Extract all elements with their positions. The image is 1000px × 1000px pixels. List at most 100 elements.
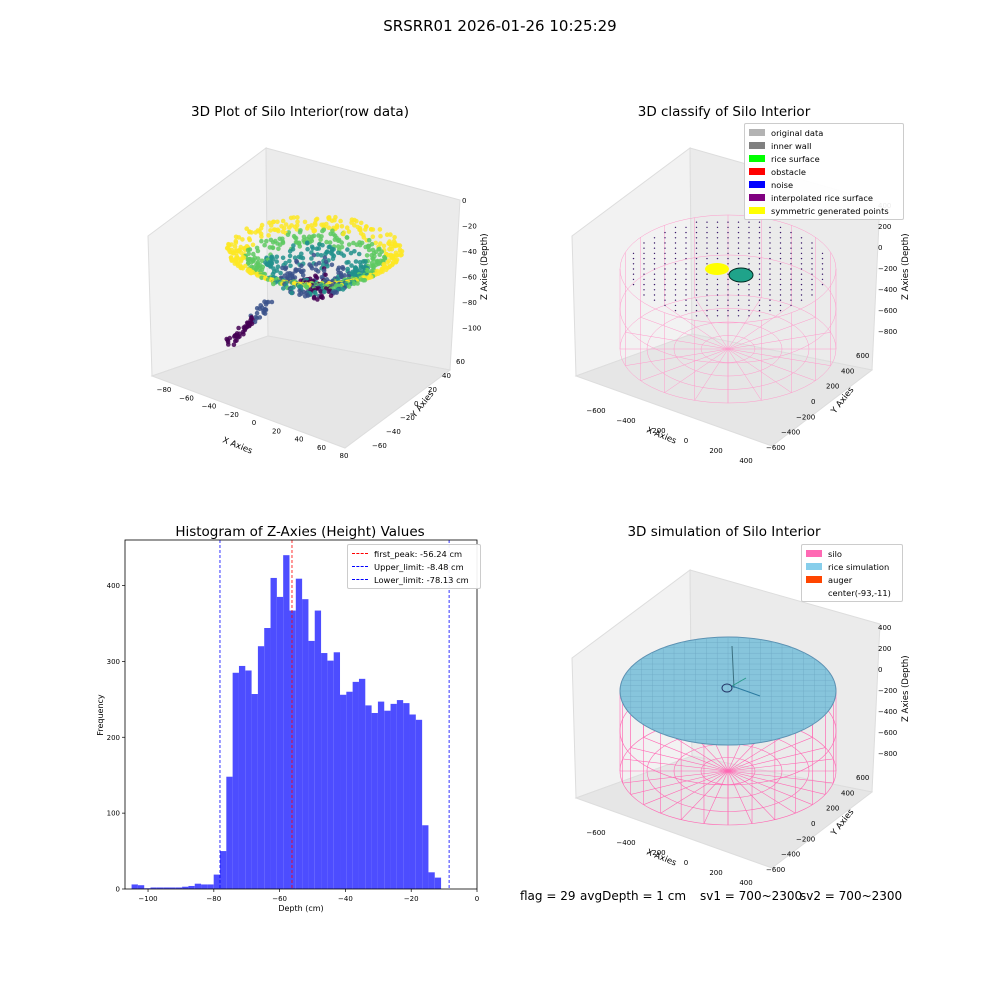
raw-y-tick: −60 <box>372 442 387 450</box>
classify-legend-label: obstacle <box>771 166 806 177</box>
raw-data-point <box>324 239 329 245</box>
raw-data-point <box>366 237 372 243</box>
raw-data-point <box>305 246 310 252</box>
raw-data-point <box>349 263 354 268</box>
interpolated-point <box>674 294 677 296</box>
raw-data-point <box>241 331 246 337</box>
interpolated-point <box>800 257 803 260</box>
histogram-bar <box>422 825 429 889</box>
raw-data-point <box>339 244 345 250</box>
sim-z-tick: 200 <box>878 645 891 653</box>
interpolated-point <box>790 247 792 249</box>
interpolated-point <box>737 304 740 307</box>
interpolated-point <box>811 247 813 249</box>
histogram-bar <box>308 640 315 889</box>
interpolated-point <box>653 252 656 255</box>
interpolated-point <box>758 221 761 223</box>
raw-data-point <box>315 252 320 257</box>
interpolated-point <box>811 263 813 265</box>
interpolated-point <box>811 252 813 255</box>
interpolated-point <box>811 273 813 275</box>
classify-legend-swatch <box>749 181 765 188</box>
interpolated-point <box>737 226 740 229</box>
raw-x-tick: −40 <box>202 403 217 411</box>
interpolated-point <box>779 304 782 307</box>
histogram-y-tick: 200 <box>107 734 120 742</box>
raw-data-point <box>275 219 280 225</box>
interpolated-point <box>737 263 740 265</box>
raw-data-point <box>271 281 276 287</box>
interpolated-point <box>685 309 687 312</box>
interpolated-point <box>758 242 761 244</box>
raw-data-point <box>249 230 254 235</box>
interpolated-point <box>727 226 729 229</box>
raw-data-point <box>232 244 238 249</box>
histogram-bar <box>327 660 334 889</box>
cls-z-tick: 200 <box>878 223 891 231</box>
interpolated-point <box>727 221 729 223</box>
interpolated-point <box>821 268 824 270</box>
raw-data-point <box>392 235 397 240</box>
raw-data-point <box>398 253 404 258</box>
interpolated-point <box>779 268 782 270</box>
raw-data-point <box>231 342 237 347</box>
raw-x-tick: 80 <box>340 452 349 460</box>
interpolated-point <box>779 231 782 234</box>
interpolated-point <box>811 283 813 286</box>
raw-data-point <box>344 225 350 230</box>
classify-legend-swatch <box>749 155 765 162</box>
interpolated-point <box>821 278 824 281</box>
histogram-bar <box>213 874 221 889</box>
raw-data-point <box>329 262 335 268</box>
histogram-bar <box>169 887 176 889</box>
interpolated-point <box>653 294 656 296</box>
histogram-bar <box>340 694 347 889</box>
interpolated-point <box>800 299 803 301</box>
raw-data-point <box>270 245 276 251</box>
interpolated-point <box>716 289 719 291</box>
histogram-bar <box>434 877 442 889</box>
classify-z-axis-label: Z Axies (Depth) <box>901 233 911 300</box>
interpolated-point <box>674 289 677 291</box>
interpolated-point <box>800 247 803 249</box>
sim-y-tick: −400 <box>781 851 800 859</box>
interpolated-point <box>748 304 750 307</box>
sim-x-tick: −600 <box>586 829 605 837</box>
interpolated-point <box>748 252 750 255</box>
raw-data-point <box>315 297 320 302</box>
raw-x-tick: 60 <box>317 444 326 452</box>
interpolated-point <box>695 294 698 296</box>
interpolated-point <box>643 294 645 296</box>
histogram-bar <box>257 646 265 889</box>
histogram-bar <box>390 703 397 889</box>
interpolated-point <box>758 283 761 286</box>
interpolated-point <box>643 283 645 286</box>
cls-x-tick: −200 <box>646 427 665 435</box>
raw-data-point <box>351 240 356 246</box>
interpolated-point <box>674 273 677 275</box>
interpolated-point <box>716 237 719 239</box>
raw-data-point <box>323 251 328 257</box>
interpolated-point <box>632 278 635 281</box>
interpolated-point <box>737 231 740 234</box>
interpolated-point <box>716 226 719 229</box>
raw-data-point <box>240 266 246 271</box>
raw-data-point <box>397 243 403 248</box>
raw-data-point <box>336 238 341 244</box>
histogram-bar <box>371 712 378 889</box>
raw-data-point <box>304 241 310 246</box>
interpolated-point <box>716 309 719 312</box>
raw-data-point <box>392 243 398 249</box>
cls-z-tick: 0 <box>878 244 882 252</box>
raw-data-point <box>280 218 286 224</box>
histogram-x-tick: −80 <box>206 895 221 903</box>
interpolated-point <box>685 231 687 234</box>
raw-y-tick: 60 <box>456 358 465 366</box>
cls-z-tick: −200 <box>878 265 897 273</box>
interpolated-point <box>727 237 729 239</box>
raw-data-point <box>229 258 235 263</box>
interpolated-point <box>695 237 698 239</box>
raw-data-point <box>311 229 317 234</box>
raw-data-point <box>259 234 264 239</box>
interpolated-point <box>821 257 824 260</box>
